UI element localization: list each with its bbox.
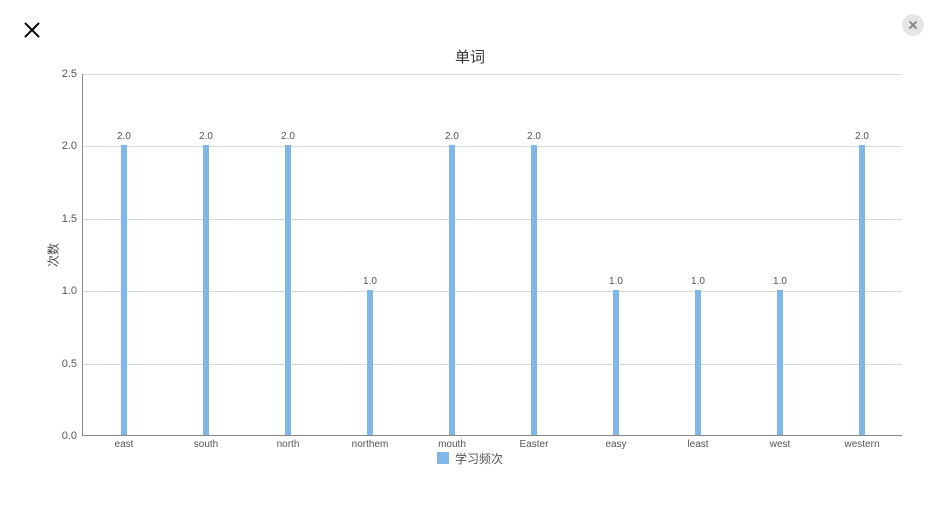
bar-value-label: 2.0 — [445, 131, 459, 145]
bar: 2.0 — [121, 145, 127, 435]
y-axis-label: 次数 — [45, 242, 62, 266]
x-tick-label: north — [277, 435, 300, 450]
y-tick-label: 2.0 — [62, 140, 83, 152]
bar: 1.0 — [695, 290, 701, 435]
x-tick-label: south — [194, 435, 218, 450]
bar-value-label: 2.0 — [281, 131, 295, 145]
bar: 2.0 — [449, 145, 455, 435]
bar-value-label: 2.0 — [527, 131, 541, 145]
chart-legend: 学习频次 — [30, 450, 910, 467]
y-tick-label: 0.0 — [62, 430, 83, 442]
bar: 1.0 — [777, 290, 783, 435]
bar-value-label: 1.0 — [691, 276, 705, 290]
bar-value-label: 2.0 — [855, 131, 869, 145]
bar: 2.0 — [859, 145, 865, 435]
chart-title: 单词 — [30, 46, 910, 67]
x-tick-label: least — [687, 435, 708, 450]
gridline — [83, 74, 902, 75]
x-tick-label: mouth — [438, 435, 466, 450]
y-tick-label: 0.5 — [62, 358, 83, 370]
dismiss-icon[interactable] — [902, 14, 924, 36]
y-tick-label: 1.0 — [62, 285, 83, 297]
y-tick-label: 1.5 — [62, 213, 83, 225]
x-tick-label: east — [115, 435, 134, 450]
bar-value-label: 1.0 — [609, 276, 623, 290]
x-tick-label: Easter — [520, 435, 549, 450]
bar-value-label: 1.0 — [363, 276, 377, 290]
bar: 1.0 — [367, 290, 373, 435]
x-tick-label: west — [770, 435, 791, 450]
bar: 2.0 — [285, 145, 291, 435]
y-tick-label: 2.5 — [62, 68, 83, 80]
plot-area: 次数 0.00.51.01.52.02.52.0east2.0south2.0n… — [82, 74, 902, 436]
x-tick-label: northem — [352, 435, 389, 450]
bar: 1.0 — [613, 290, 619, 435]
word-frequency-chart: 单词 次数 0.00.51.01.52.02.52.0east2.0south2… — [30, 46, 910, 476]
bar-value-label: 2.0 — [199, 131, 213, 145]
bar-value-label: 2.0 — [117, 131, 131, 145]
close-icon[interactable] — [20, 18, 44, 42]
bar-value-label: 1.0 — [773, 276, 787, 290]
legend-swatch — [437, 452, 449, 464]
x-tick-label: easy — [605, 435, 626, 450]
legend-label: 学习频次 — [455, 452, 503, 466]
bar: 2.0 — [203, 145, 209, 435]
x-tick-label: western — [844, 435, 879, 450]
bar: 2.0 — [531, 145, 537, 435]
